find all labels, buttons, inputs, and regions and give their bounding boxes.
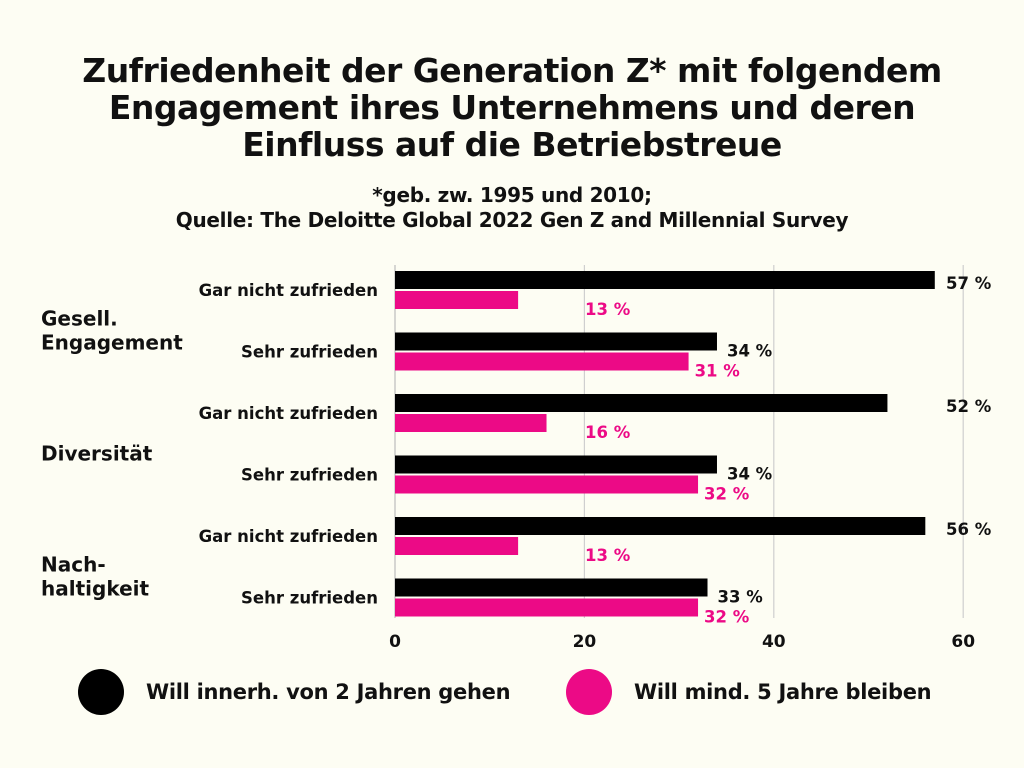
value-label-leave: 52 %	[946, 397, 992, 416]
value-label-stay: 13 %	[585, 300, 631, 319]
legend-item-stay: Will mind. 5 Jahre bleiben	[566, 669, 932, 715]
category-label: Gar nicht zufrieden	[199, 281, 378, 300]
group-label-0-line-1: Engagement	[41, 331, 183, 355]
bar-leave	[395, 517, 926, 535]
group-label-0-line-0: Gesell.	[41, 307, 118, 331]
group-label-1-line-0: Diversität	[41, 442, 153, 466]
value-label-leave: 34 %	[727, 342, 773, 361]
subtitle-line-2: Quelle: The Deloitte Global 2022 Gen Z a…	[175, 208, 849, 232]
bar-stay	[395, 475, 699, 494]
bar-leave	[395, 578, 708, 597]
category-label: Sehr zufrieden	[241, 466, 378, 485]
x-tick-label-60: 60	[951, 632, 975, 652]
x-tick-label-0: 0	[389, 632, 401, 652]
value-label-stay: 16 %	[585, 423, 631, 442]
bar-stay	[395, 537, 519, 555]
category-label: Gar nicht zufrieden	[199, 404, 378, 423]
value-label-leave: 33 %	[718, 588, 764, 607]
group-label-2-line-0: Nach-	[41, 553, 106, 577]
bar-leave	[395, 455, 717, 474]
legend-swatch-leave	[78, 669, 124, 715]
value-label-stay: 32 %	[704, 608, 750, 627]
bar-stay	[395, 352, 689, 371]
bar-leave	[395, 271, 935, 289]
legend-item-leave: Will innerh. von 2 Jahren gehen	[78, 669, 511, 715]
subtitle-line-1: *geb. zw. 1995 und 2010;	[372, 183, 652, 207]
x-tick-label-20: 20	[573, 632, 597, 652]
chart-title: Zufriedenheit der Generation Z* mit folg…	[82, 51, 942, 164]
value-label-stay: 13 %	[585, 546, 631, 565]
bar-leave	[395, 332, 717, 351]
legend-label-stay: Will mind. 5 Jahre bleiben	[634, 680, 932, 704]
bars	[395, 271, 935, 617]
category-label: Gar nicht zufrieden	[199, 527, 378, 546]
category-label: Sehr zufrieden	[241, 343, 378, 362]
group-label-2-line-1: haltigkeit	[41, 577, 150, 601]
labels: 0 20 40 60 Gesell.Engagement Gar nicht zufrie…	[41, 274, 992, 652]
chart-subtitle: *geb. zw. 1995 und 2010; Quelle: The Del…	[60, 183, 964, 233]
value-label-stay: 31 %	[695, 362, 741, 381]
bar-stay	[395, 291, 519, 309]
value-label-stay: 32 %	[704, 485, 750, 504]
bar-leave	[395, 394, 888, 412]
x-tick-label-40: 40	[762, 632, 786, 652]
value-label-leave: 56 %	[946, 520, 992, 539]
category-label: Sehr zufrieden	[241, 589, 378, 608]
value-label-leave: 57 %	[946, 274, 992, 293]
bar-stay	[395, 598, 699, 617]
bar-stay	[395, 414, 547, 432]
legend-label-leave: Will innerh. von 2 Jahren gehen	[146, 680, 511, 704]
grid-lines	[394, 265, 964, 618]
value-label-leave: 34 %	[727, 465, 773, 484]
legend-swatch-stay	[566, 669, 612, 715]
